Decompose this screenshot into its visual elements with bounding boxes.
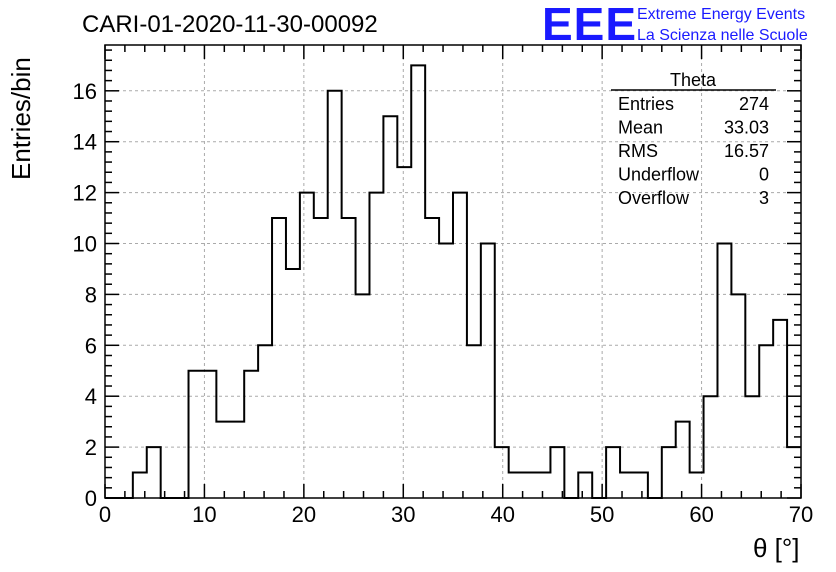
stats-row-label: RMS (618, 141, 658, 161)
logo-line-1: Extreme Energy Events (637, 6, 805, 23)
y-tick-label: 12 (73, 181, 97, 206)
x-tick-label: 70 (789, 502, 813, 527)
y-tick-label: 16 (73, 79, 97, 104)
y-tick-label: 0 (85, 486, 97, 511)
x-tick-labels: 0 10 20 30 40 50 60 70 (99, 502, 813, 527)
stats-box-title: Theta (670, 70, 717, 90)
plot-frame (104, 44, 802, 499)
y-tick-label: 4 (85, 384, 97, 409)
x-tick-label: 60 (689, 502, 713, 527)
stats-row-label: Entries (618, 94, 674, 114)
x-tick-label: 50 (590, 502, 614, 527)
y-tick-label: 2 (85, 435, 97, 460)
x-axis-label: θ [°] (753, 533, 800, 563)
stats-row-value: 3 (759, 188, 769, 208)
stats-row-value: 0 (759, 165, 769, 185)
x-tick-label: 20 (292, 502, 316, 527)
grid-lines (105, 45, 801, 498)
stats-row-value: 16.57 (724, 141, 769, 161)
stats-row-value: 274 (739, 94, 769, 114)
y-tick-label: 6 (85, 333, 97, 358)
x-tick-label: 10 (192, 502, 216, 527)
x-tick-label: 0 (99, 502, 111, 527)
y-axis-label: Entries/bin (6, 57, 36, 180)
axis-ticks (104, 45, 802, 499)
x-tick-label: 30 (391, 502, 415, 527)
stats-row-label: Mean (618, 118, 663, 138)
stats-row-value: 33.03 (724, 118, 769, 138)
stats-box: Theta Entries 274 Mean 33.03 RMS 16.57 Underfl… (611, 70, 776, 208)
eee-logo: EEE Extreme Energy Events La Scienza nel… (542, 0, 808, 50)
logo-mark: EEE (542, 0, 637, 50)
stats-row-label: Underflow (618, 165, 700, 185)
stats-row-label: Overflow (618, 188, 690, 208)
x-tick-label: 40 (490, 502, 514, 527)
stats-rows: Entries 274 Mean 33.03 RMS 16.57 Underflow 0 Ove… (618, 94, 769, 208)
y-tick-labels: 0 2 4 6 8 10 12 14 16 (73, 79, 97, 511)
chart-title: CARI-01-2020-11-30-00092 (82, 11, 378, 38)
y-tick-label: 14 (73, 130, 97, 155)
y-tick-label: 8 (85, 282, 97, 307)
y-tick-label: 10 (73, 232, 97, 257)
logo-line-2: La Scienza nelle Scuole (637, 27, 808, 44)
histogram-outline (105, 64, 801, 499)
